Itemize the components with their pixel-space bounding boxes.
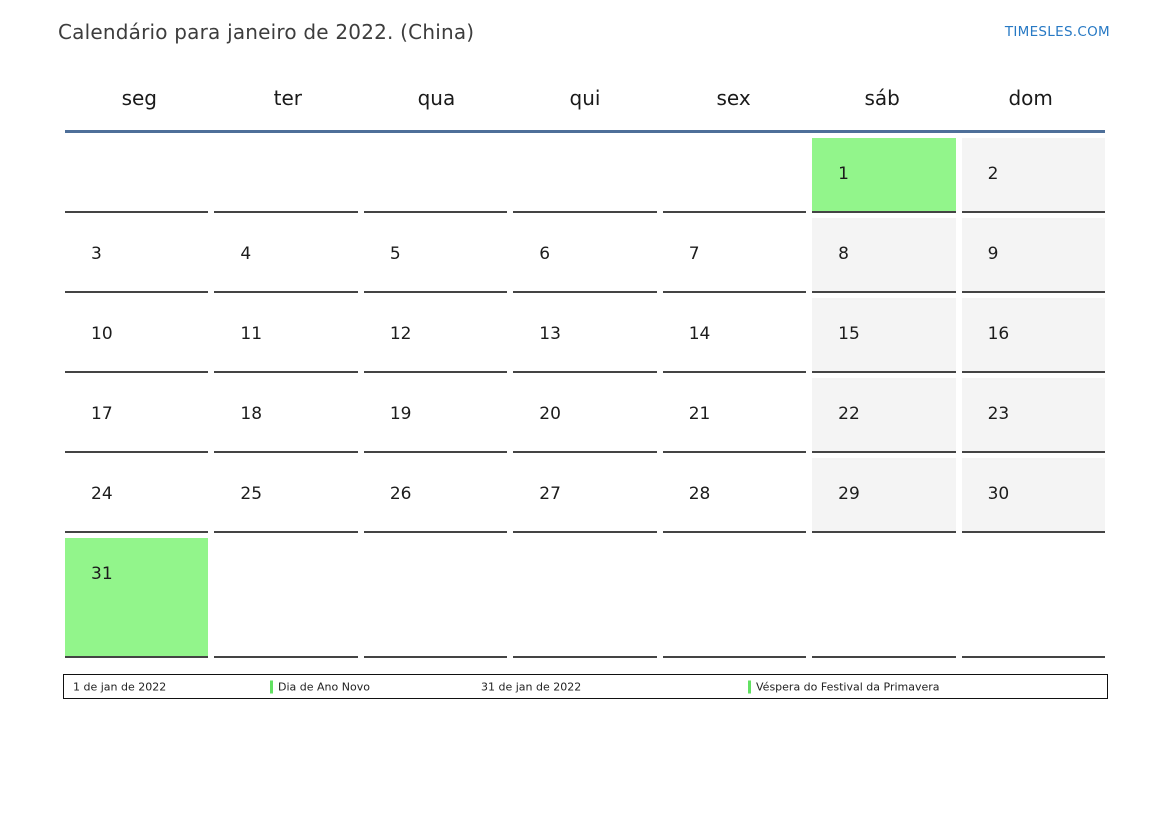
day-cell-26: 26 (363, 458, 508, 533)
empty-day-cell (662, 538, 807, 658)
legend-label-2: Véspera do Festival da Primavera (756, 680, 940, 693)
empty-day-cell (363, 538, 508, 658)
day-number: 31 (91, 564, 113, 584)
day-number: 28 (688, 484, 711, 504)
day-cell-11: 11 (214, 298, 358, 373)
empty-day-cell (812, 538, 956, 658)
day-number: 23 (987, 404, 1010, 424)
weekday-header-row: seg ter qua qui sex sáb dom (65, 78, 1105, 130)
site-link[interactable]: TIMESLES.COM (1004, 24, 1110, 40)
day-number: 1 (838, 164, 849, 184)
day-cell-30: 30 (961, 458, 1105, 533)
legend-date-1: 1 de jan de 2022 (73, 680, 167, 693)
weekday-header-seg: seg (121, 86, 157, 110)
day-number: 26 (389, 484, 412, 504)
day-cell-7: 7 (662, 218, 807, 293)
day-number: 11 (240, 324, 263, 344)
day-cell-25: 25 (214, 458, 358, 533)
day-cell-21: 21 (662, 378, 807, 453)
day-cell-12: 12 (363, 298, 508, 373)
day-number: 17 (91, 404, 113, 424)
page-title: Calendário para janeiro de 2022. (China) (58, 20, 475, 44)
day-number: 24 (91, 484, 113, 504)
day-cell-27: 27 (513, 458, 657, 533)
weekday-header-qui: qui (569, 86, 601, 110)
day-cell-3: 3 (65, 218, 209, 293)
weekday-header-sab: sáb (864, 86, 900, 110)
empty-day-cell (363, 138, 508, 213)
day-number: 3 (91, 244, 102, 264)
weekday-header-qua: qua (417, 86, 456, 110)
holiday-marker-icon (748, 680, 751, 693)
day-number: 14 (688, 324, 711, 344)
day-cell-2: 2 (961, 138, 1105, 213)
day-number: 8 (838, 244, 849, 264)
day-cell-19: 19 (363, 378, 508, 453)
empty-day-cell (662, 138, 807, 213)
header-divider (65, 130, 1105, 133)
empty-day-cell (65, 138, 209, 213)
day-cell-28: 28 (662, 458, 807, 533)
day-number: 16 (987, 324, 1010, 344)
day-number: 21 (688, 404, 711, 424)
day-number: 5 (389, 244, 401, 264)
day-number: 30 (987, 484, 1010, 504)
weekday-header-dom: dom (1008, 86, 1053, 110)
legend-date-2: 31 de jan de 2022 (481, 680, 582, 693)
day-cell-10: 10 (65, 298, 209, 373)
weekday-header-ter: ter (273, 86, 303, 110)
day-number: 27 (539, 484, 561, 504)
legend-entry-2: Véspera do Festival da Primavera (748, 680, 940, 693)
legend-entry-1: Dia de Ano Novo (270, 680, 370, 693)
calendar-grid: 1 2 3 4 5 6 7 8 9 10 11 12 13 14 15 16 17 18 19 20 21 22 23 24 2… (65, 133, 1105, 658)
day-number: 13 (539, 324, 561, 344)
day-number: 7 (688, 244, 700, 264)
day-number: 2 (987, 164, 999, 184)
day-cell-16: 16 (961, 298, 1105, 373)
day-number: 19 (389, 404, 412, 424)
day-number: 22 (838, 404, 860, 424)
day-cell-24: 24 (65, 458, 209, 533)
day-number: 4 (240, 244, 252, 264)
day-cell-14: 14 (662, 298, 807, 373)
day-cell-29: 29 (812, 458, 956, 533)
day-cell-13: 13 (513, 298, 657, 373)
empty-day-cell (513, 138, 657, 213)
empty-day-cell (513, 538, 657, 658)
weekday-header-sex: sex (716, 86, 751, 110)
day-cell-6: 6 (513, 218, 657, 293)
day-number: 12 (389, 324, 412, 344)
day-number: 10 (91, 324, 113, 344)
empty-day-cell (214, 138, 358, 213)
day-cell-22: 22 (812, 378, 956, 453)
empty-day-cell (961, 538, 1105, 658)
day-number: 6 (539, 244, 551, 264)
day-cell-31: 31 (65, 538, 209, 658)
day-cell-17: 17 (65, 378, 209, 453)
day-cell-9: 9 (961, 218, 1105, 293)
day-number: 25 (240, 484, 263, 504)
legend-box: 1 de jan de 2022 Dia de Ano Novo 31 de j… (63, 674, 1108, 699)
day-cell-20: 20 (513, 378, 657, 453)
day-cell-1: 1 (812, 138, 956, 213)
day-cell-8: 8 (812, 218, 956, 293)
day-number: 15 (838, 324, 860, 344)
day-number: 9 (987, 244, 999, 264)
day-cell-4: 4 (214, 218, 358, 293)
legend-label-1: Dia de Ano Novo (278, 680, 370, 693)
day-cell-15: 15 (812, 298, 956, 373)
holiday-marker-icon (270, 680, 273, 693)
day-cell-5: 5 (363, 218, 508, 293)
day-number: 20 (539, 404, 561, 424)
empty-day-cell (214, 538, 358, 658)
day-cell-23: 23 (961, 378, 1105, 453)
day-number: 29 (838, 484, 860, 504)
day-cell-18: 18 (214, 378, 358, 453)
day-number: 18 (240, 404, 263, 424)
